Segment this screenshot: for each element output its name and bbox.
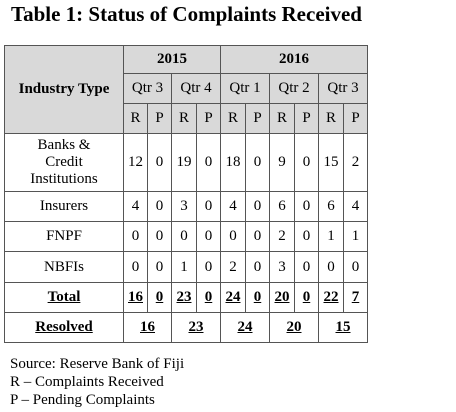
value-cell: 0 <box>196 191 221 222</box>
total-cell: 0 <box>147 282 172 313</box>
value-cell: 18 <box>220 133 246 192</box>
table-row: Banks & Credit Institutions 12 0 19 0 18 0 9 0 15 2 <box>4 133 368 192</box>
industry-label-line: Credit <box>45 154 83 170</box>
legend-r-note: R – Complaints Received <box>10 374 164 390</box>
value-cell: 0 <box>245 251 270 283</box>
value-cell: 2 <box>343 133 368 192</box>
quarter-header: Qtr 4 <box>171 73 221 104</box>
resolved-cell: 23 <box>171 312 221 343</box>
value-cell: 0 <box>318 251 344 283</box>
total-cell: 24 <box>220 282 246 313</box>
value-cell: 0 <box>196 221 221 252</box>
subcolumn-header: P <box>343 103 368 134</box>
value-cell: 9 <box>269 133 295 192</box>
quarter-header: Qtr 3 <box>123 73 172 104</box>
industry-label-line: Institutions <box>30 171 98 187</box>
value-cell: 0 <box>294 221 319 252</box>
resolved-cell: 15 <box>318 312 368 343</box>
legend-p-note: P – Pending Complaints <box>10 392 155 408</box>
quarter-header: Qtr 1 <box>220 73 270 104</box>
resolved-label: Resolved <box>4 312 124 343</box>
total-cell: 7 <box>343 282 368 313</box>
industry-label: Insurers <box>4 191 124 222</box>
value-cell: 19 <box>171 133 197 192</box>
resolved-cell: 16 <box>123 312 172 343</box>
quarter-header: Qtr 2 <box>269 73 319 104</box>
value-cell: 0 <box>220 221 246 252</box>
resolved-cell: 20 <box>269 312 319 343</box>
value-cell: 4 <box>123 191 148 222</box>
table-row: NBFIs 0 0 1 0 2 0 3 0 0 0 <box>4 251 368 283</box>
value-cell: 6 <box>269 191 295 222</box>
source-note: Source: Reserve Bank of Fiji <box>10 356 185 372</box>
industry-label: NBFIs <box>4 251 124 283</box>
value-cell: 4 <box>343 191 368 222</box>
value-cell: 0 <box>196 251 221 283</box>
value-cell: 15 <box>318 133 344 192</box>
subcolumn-header: P <box>147 103 172 134</box>
value-cell: 0 <box>294 133 319 192</box>
value-cell: 4 <box>220 191 246 222</box>
industry-label-line: Banks & <box>37 137 91 153</box>
industry-label-line: NBFIs <box>43 258 84 275</box>
table-row: FNPF 0 0 0 0 0 0 2 0 1 1 <box>4 221 368 252</box>
table-row: Insurers 4 0 3 0 4 0 6 0 6 4 <box>4 191 368 222</box>
value-cell: 2 <box>220 251 246 283</box>
year-header: 2015 <box>123 45 221 74</box>
total-cell: 22 <box>318 282 344 313</box>
industry-label-line: FNPF <box>46 228 82 244</box>
subcolumn-header: R <box>269 103 295 134</box>
value-cell: 12 <box>123 133 148 192</box>
value-cell: 0 <box>171 221 197 252</box>
value-cell: 0 <box>147 133 172 192</box>
total-cell: 23 <box>171 282 197 313</box>
subcolumn-header: R <box>123 103 148 134</box>
value-cell: 0 <box>343 251 368 283</box>
complaints-table: Industry Type 2015 2016 Qtr 3 Qtr 4 Qtr … <box>4 45 368 343</box>
subcolumn-header: P <box>196 103 221 134</box>
total-cell: 16 <box>123 282 148 313</box>
value-cell: 0 <box>245 221 270 252</box>
year-header: 2016 <box>220 45 368 74</box>
table-title: Table 1: Status of Complaints Received <box>11 2 362 26</box>
table-notes: Source: Reserve Bank of Fiji R – Complai… <box>10 355 184 409</box>
value-cell: 1 <box>171 251 197 283</box>
value-cell: 0 <box>147 221 172 252</box>
value-cell: 0 <box>123 251 148 283</box>
total-cell: 20 <box>269 282 295 313</box>
total-cell: 0 <box>245 282 270 313</box>
industry-label-line: Insurers <box>39 198 89 214</box>
industry-label: Banks & Credit Institutions <box>4 133 124 192</box>
value-cell: 2 <box>269 221 295 252</box>
total-cell: 0 <box>196 282 221 313</box>
value-cell: 3 <box>171 191 197 222</box>
value-cell: 0 <box>294 191 319 222</box>
value-cell: 0 <box>147 191 172 222</box>
value-cell: 1 <box>343 221 368 252</box>
subcolumn-header: R <box>171 103 197 134</box>
subcolumn-header: R <box>318 103 344 134</box>
resolved-cell: 24 <box>220 312 270 343</box>
industry-label: FNPF <box>4 221 124 252</box>
value-cell: 0 <box>196 133 221 192</box>
total-label: Total <box>4 282 124 313</box>
subcolumn-header: R <box>220 103 246 134</box>
value-cell: 0 <box>147 251 172 283</box>
total-cell: 0 <box>294 282 319 313</box>
value-cell: 0 <box>294 251 319 283</box>
value-cell: 0 <box>245 133 270 192</box>
subcolumn-header: P <box>245 103 270 134</box>
subcolumn-header: P <box>294 103 319 134</box>
industry-type-header: Industry Type <box>4 45 124 134</box>
quarter-header: Qtr 3 <box>318 73 368 104</box>
value-cell: 0 <box>245 191 270 222</box>
value-cell: 3 <box>269 251 295 283</box>
value-cell: 1 <box>318 221 344 252</box>
value-cell: 6 <box>318 191 344 222</box>
value-cell: 0 <box>123 221 148 252</box>
